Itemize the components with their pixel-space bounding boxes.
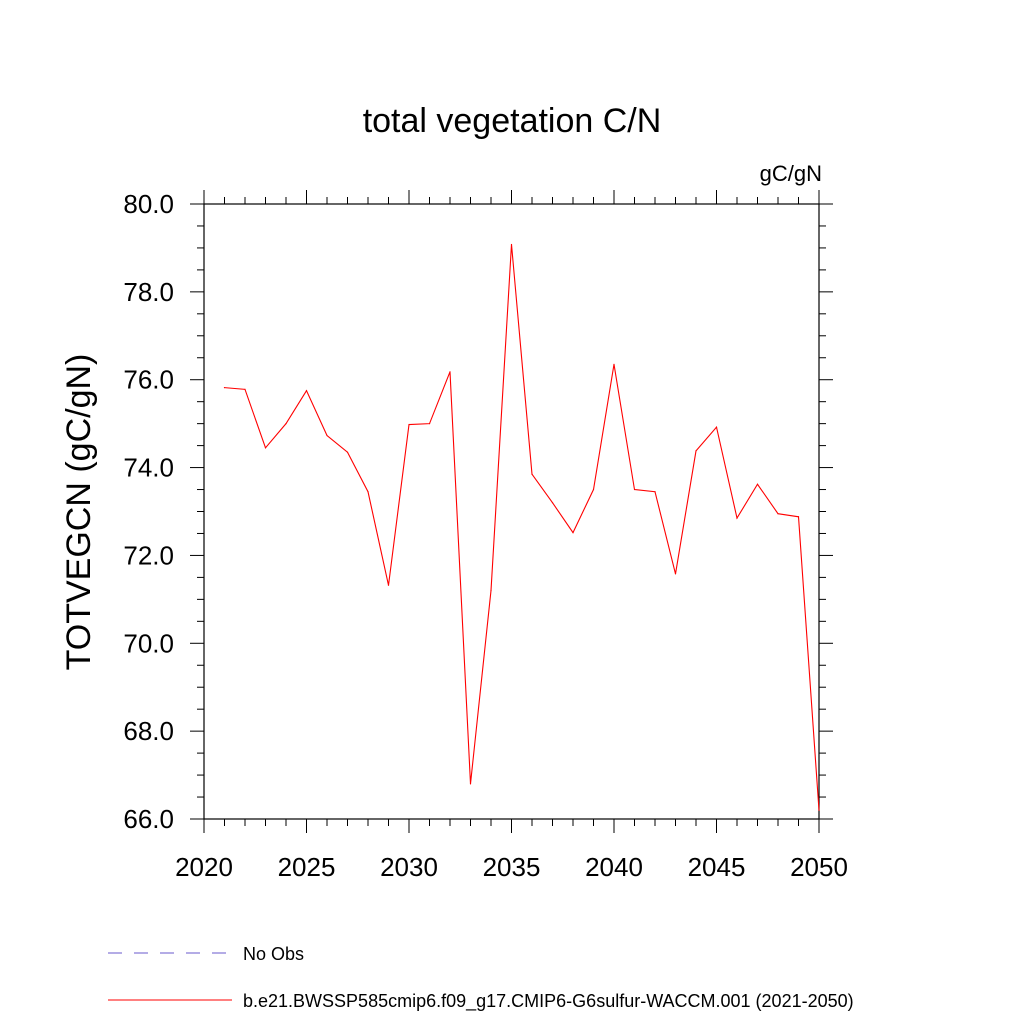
series-line	[224, 244, 820, 811]
series-layer	[223, 243, 820, 811]
data-point	[531, 473, 533, 475]
x-tick-label: 2035	[483, 852, 541, 882]
data-point	[305, 390, 308, 392]
y-axis-label: TOTVEGCN (gC/gN)	[60, 354, 98, 671]
data-point	[797, 516, 800, 518]
data-point	[715, 426, 718, 428]
y-tick-label: 70.0	[123, 628, 174, 658]
data-point	[346, 451, 349, 453]
plot-frame	[203, 203, 820, 820]
data-point	[449, 371, 451, 373]
data-point	[469, 783, 472, 785]
y-tick-label: 76.0	[123, 365, 174, 395]
x-tick-label: 2045	[688, 852, 746, 882]
x-tick-label: 2020	[175, 852, 233, 882]
data-point	[244, 388, 246, 390]
x-axis: 2020 2025 2030 2035 2040 2045 2050	[175, 190, 848, 882]
y-tick-label: 78.0	[123, 277, 174, 307]
data-point	[818, 809, 820, 811]
units-label: gC/gN	[760, 161, 822, 186]
legend-label-no-obs: No Obs	[243, 944, 304, 964]
data-point	[633, 488, 636, 491]
y-tick-label: 72.0	[123, 540, 174, 570]
x-tick-label: 2025	[278, 852, 336, 882]
chart-title: total vegetation C/N	[363, 102, 662, 140]
data-point	[326, 434, 328, 437]
data-point	[756, 483, 759, 485]
data-point	[285, 423, 287, 425]
y-tick-label: 68.0	[123, 716, 174, 746]
data-point	[674, 573, 677, 575]
data-point	[654, 491, 656, 493]
data-point	[592, 488, 595, 491]
x-tick-label: 2040	[585, 852, 643, 882]
data-point	[572, 531, 574, 534]
data-point	[428, 423, 431, 425]
data-point	[777, 513, 779, 515]
data-point	[223, 387, 226, 389]
y-axis: 66.0 68.0 70.0 72.0 74.0 76.0 78.0 80.0	[123, 189, 833, 834]
data-point	[408, 423, 410, 426]
y-tick-label: 74.0	[123, 453, 174, 483]
x-tick-label: 2030	[380, 852, 438, 882]
data-point	[490, 589, 492, 592]
y-tick-label: 66.0	[123, 804, 174, 834]
data-point	[387, 584, 390, 586]
data-point	[264, 447, 267, 449]
legend: No Obs b.e21.BWSSP585cmip6.f09_g17.CMIP6…	[108, 944, 854, 1012]
data-point	[367, 491, 369, 493]
y-tick-label: 80.0	[123, 189, 174, 219]
legend-label-model-run: b.e21.BWSSP585cmip6.f09_g17.CMIP6-G6sulf…	[243, 991, 854, 1012]
data-point	[510, 243, 513, 246]
data-point	[613, 363, 615, 365]
data-point	[736, 517, 738, 519]
data-point	[551, 502, 554, 504]
data-point	[695, 450, 697, 452]
x-tick-label: 2050	[790, 852, 848, 882]
